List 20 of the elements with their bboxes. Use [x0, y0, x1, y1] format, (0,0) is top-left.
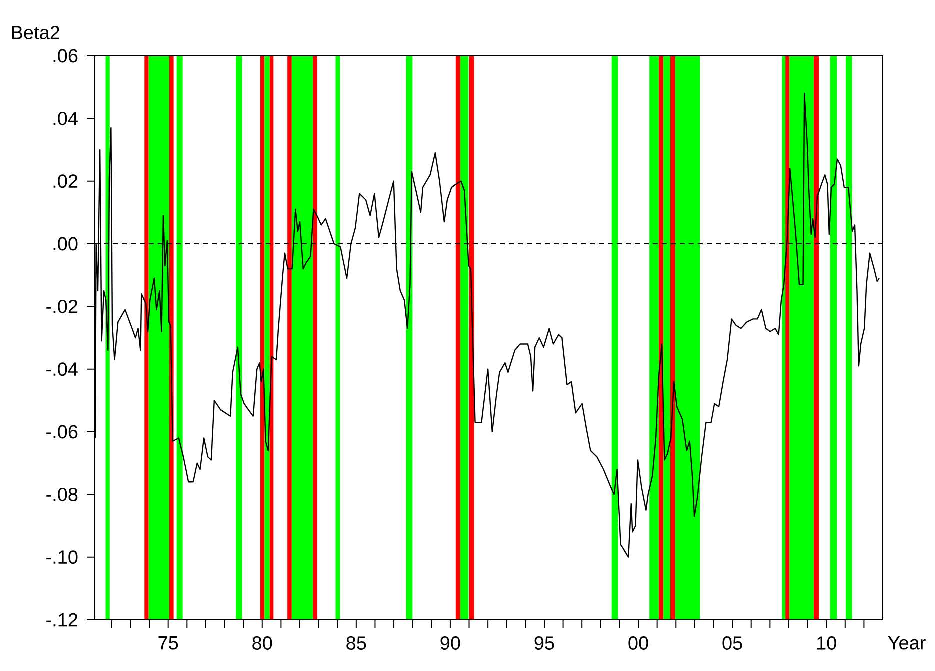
y-tick-label: -.10: [46, 550, 78, 564]
x-tick-label: 00: [628, 636, 648, 650]
y-tick-label: -.02: [46, 300, 78, 314]
y-tick-label: .00: [54, 237, 78, 251]
x-tick-label: 90: [440, 636, 460, 650]
y-tick-label: -.04: [46, 362, 78, 376]
y-tick-label: -.06: [46, 425, 78, 439]
x-tick-label: 80: [252, 636, 272, 650]
y-tick-label: .02: [54, 174, 78, 188]
x-axis-title: Year: [888, 636, 926, 650]
y-tick-label: .06: [54, 49, 78, 63]
x-tick-label: 95: [534, 636, 554, 650]
x-tick-label: 75: [158, 636, 178, 650]
y-axis-title: Beta2: [12, 26, 60, 40]
x-tick-label: 05: [722, 636, 742, 650]
y-tick-label: -.12: [46, 613, 78, 627]
y-tick-label: -.08: [46, 488, 78, 502]
x-tick-label: 85: [346, 636, 366, 650]
x-tick-label: 10: [817, 636, 836, 650]
y-tick-label: .04: [54, 112, 78, 126]
